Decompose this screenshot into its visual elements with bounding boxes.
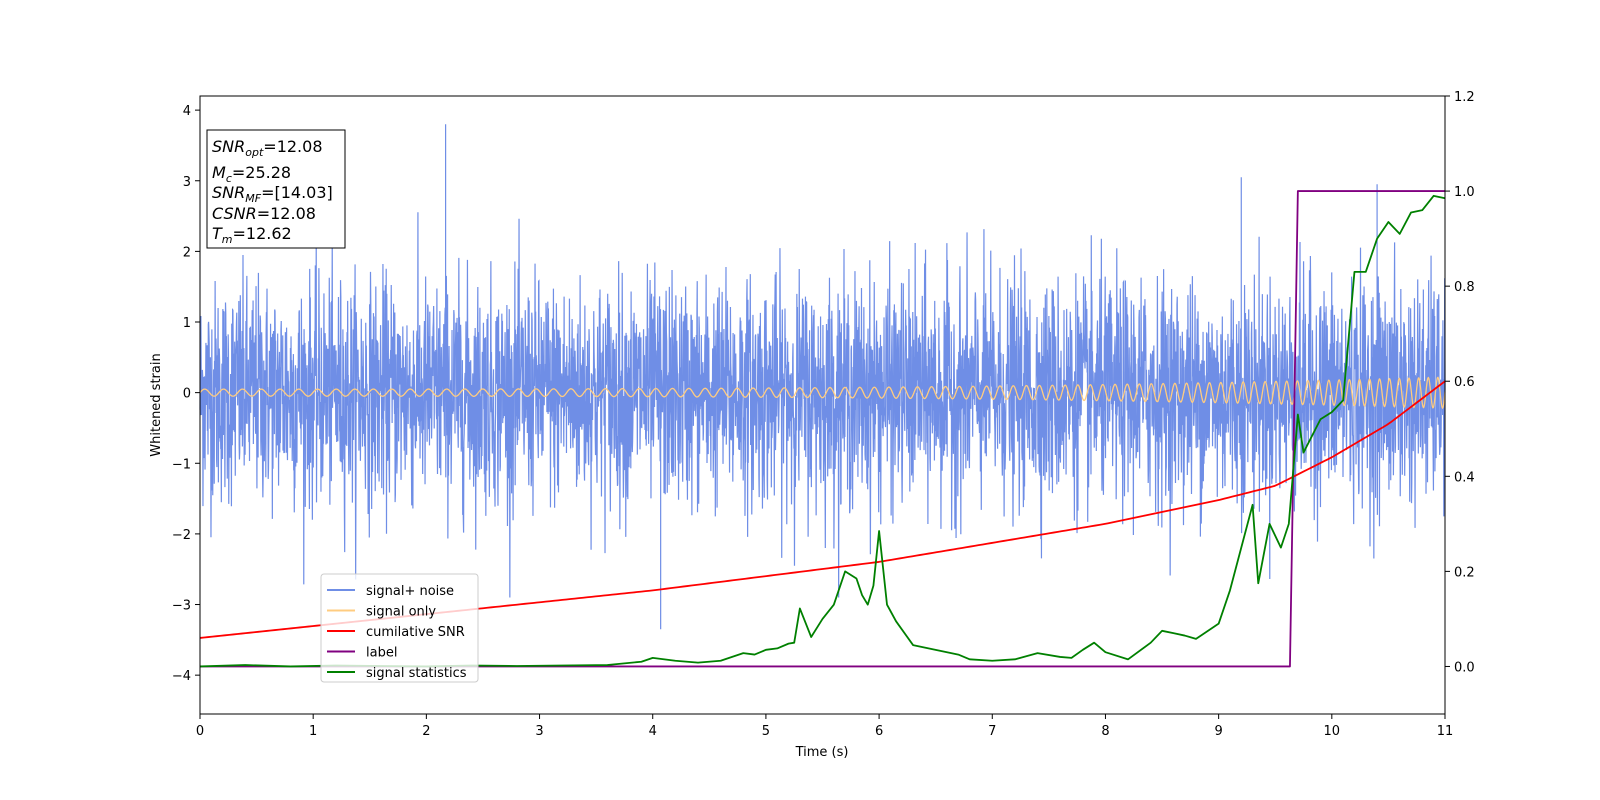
stats-value: =12.08 — [257, 204, 316, 223]
x-tick-label: 0 — [196, 724, 204, 739]
series-signal-statistics — [199, 194, 1446, 668]
x-tick-label: 3 — [535, 724, 543, 739]
x-tick-label: 1 — [309, 724, 317, 739]
stats-symbol: T — [212, 224, 223, 243]
x-axis: 0 1 2 3 4 5 6 7 8 9 10 11 — [196, 714, 1453, 739]
stats-symbol: CSNR — [212, 204, 257, 223]
y-right-tick-label: 1.0 — [1454, 185, 1475, 200]
y-right-tick-label: 0.0 — [1454, 660, 1475, 675]
stats-box-frame — [206, 129, 346, 249]
series-label — [200, 190, 1445, 668]
series-signal-only — [199, 376, 1446, 410]
stats-subscript: opt — [245, 146, 264, 159]
stats-symbol: SNR — [212, 137, 245, 156]
stats-symbol: M — [212, 163, 226, 182]
y-left-tick-label: −3 — [172, 599, 191, 614]
stats-line: Mc=25.28 — [212, 163, 291, 185]
x-tick-label: 5 — [762, 724, 770, 739]
legend-label: signal+ noise — [366, 584, 454, 599]
legend-frame — [320, 573, 479, 683]
stats-value: =12.62 — [233, 224, 292, 243]
y-right-tick-label: 0.8 — [1454, 280, 1475, 295]
x-tick-label: 9 — [1214, 724, 1222, 739]
stats-line: CSNR=12.08 — [212, 204, 316, 223]
x-tick-label: 8 — [1101, 724, 1109, 739]
x-tick-label: 4 — [649, 724, 657, 739]
plot-frame — [199, 95, 1446, 715]
stats-subscript: c — [226, 172, 232, 185]
y-left-tick-label: 1 — [183, 316, 191, 331]
stats-line: SNRMF=[14.03] — [212, 183, 333, 205]
legend-label: label — [366, 646, 397, 661]
stats-value: =25.28 — [232, 163, 291, 182]
x-tick-label: 11 — [1437, 724, 1454, 739]
y-left-tick-label: 4 — [183, 104, 191, 119]
y-right-tick-label: 0.4 — [1454, 470, 1475, 485]
y-axis-left: −4 −3 −2 −1 0 1 2 3 4 — [172, 104, 200, 684]
stats-value: =[14.03] — [261, 183, 333, 202]
x-axis-label: Time (s) — [795, 745, 849, 760]
legend-label: signal only — [366, 605, 436, 620]
y-left-tick-label: −1 — [172, 457, 191, 472]
series-signal-noise — [199, 124, 1446, 630]
x-tick-label: 6 — [875, 724, 883, 739]
x-tick-label: 10 — [1324, 724, 1341, 739]
x-tick-label: 2 — [422, 724, 430, 739]
legend: signal+ noise signal only cumilative SNR la… — [320, 573, 479, 683]
stats-subscript: MF — [245, 192, 261, 205]
y-left-tick-label: −2 — [172, 528, 191, 543]
plot-area — [199, 124, 1446, 668]
y-axis-label: Whitened strain — [149, 353, 164, 456]
y-left-tick-label: 3 — [183, 175, 191, 190]
legend-label: cumilative SNR — [366, 625, 465, 640]
stats-line: Tm=12.62 — [212, 224, 292, 246]
y-left-tick-label: 0 — [183, 387, 191, 402]
stats-symbol: SNR — [212, 183, 245, 202]
stats-line: SNRopt=12.08 — [212, 137, 323, 159]
x-tick-label: 7 — [988, 724, 996, 739]
y-left-tick-label: −4 — [172, 669, 191, 684]
stats-value: =12.08 — [263, 137, 322, 156]
y-right-tick-label: 1.2 — [1454, 90, 1475, 105]
y-left-tick-label: 2 — [183, 245, 191, 260]
y-axis-right: 0.0 0.2 0.4 0.6 0.8 1.0 1.2 — [1445, 90, 1475, 675]
y-right-tick-label: 0.6 — [1454, 375, 1475, 390]
stats-box: SNRopt=12.08Mc=25.28SNRMF=[14.03]CSNR=12… — [206, 129, 346, 249]
stats-subscript: m — [222, 233, 233, 246]
y-right-tick-label: 0.2 — [1454, 565, 1475, 580]
legend-label: signal statistics — [366, 666, 467, 681]
